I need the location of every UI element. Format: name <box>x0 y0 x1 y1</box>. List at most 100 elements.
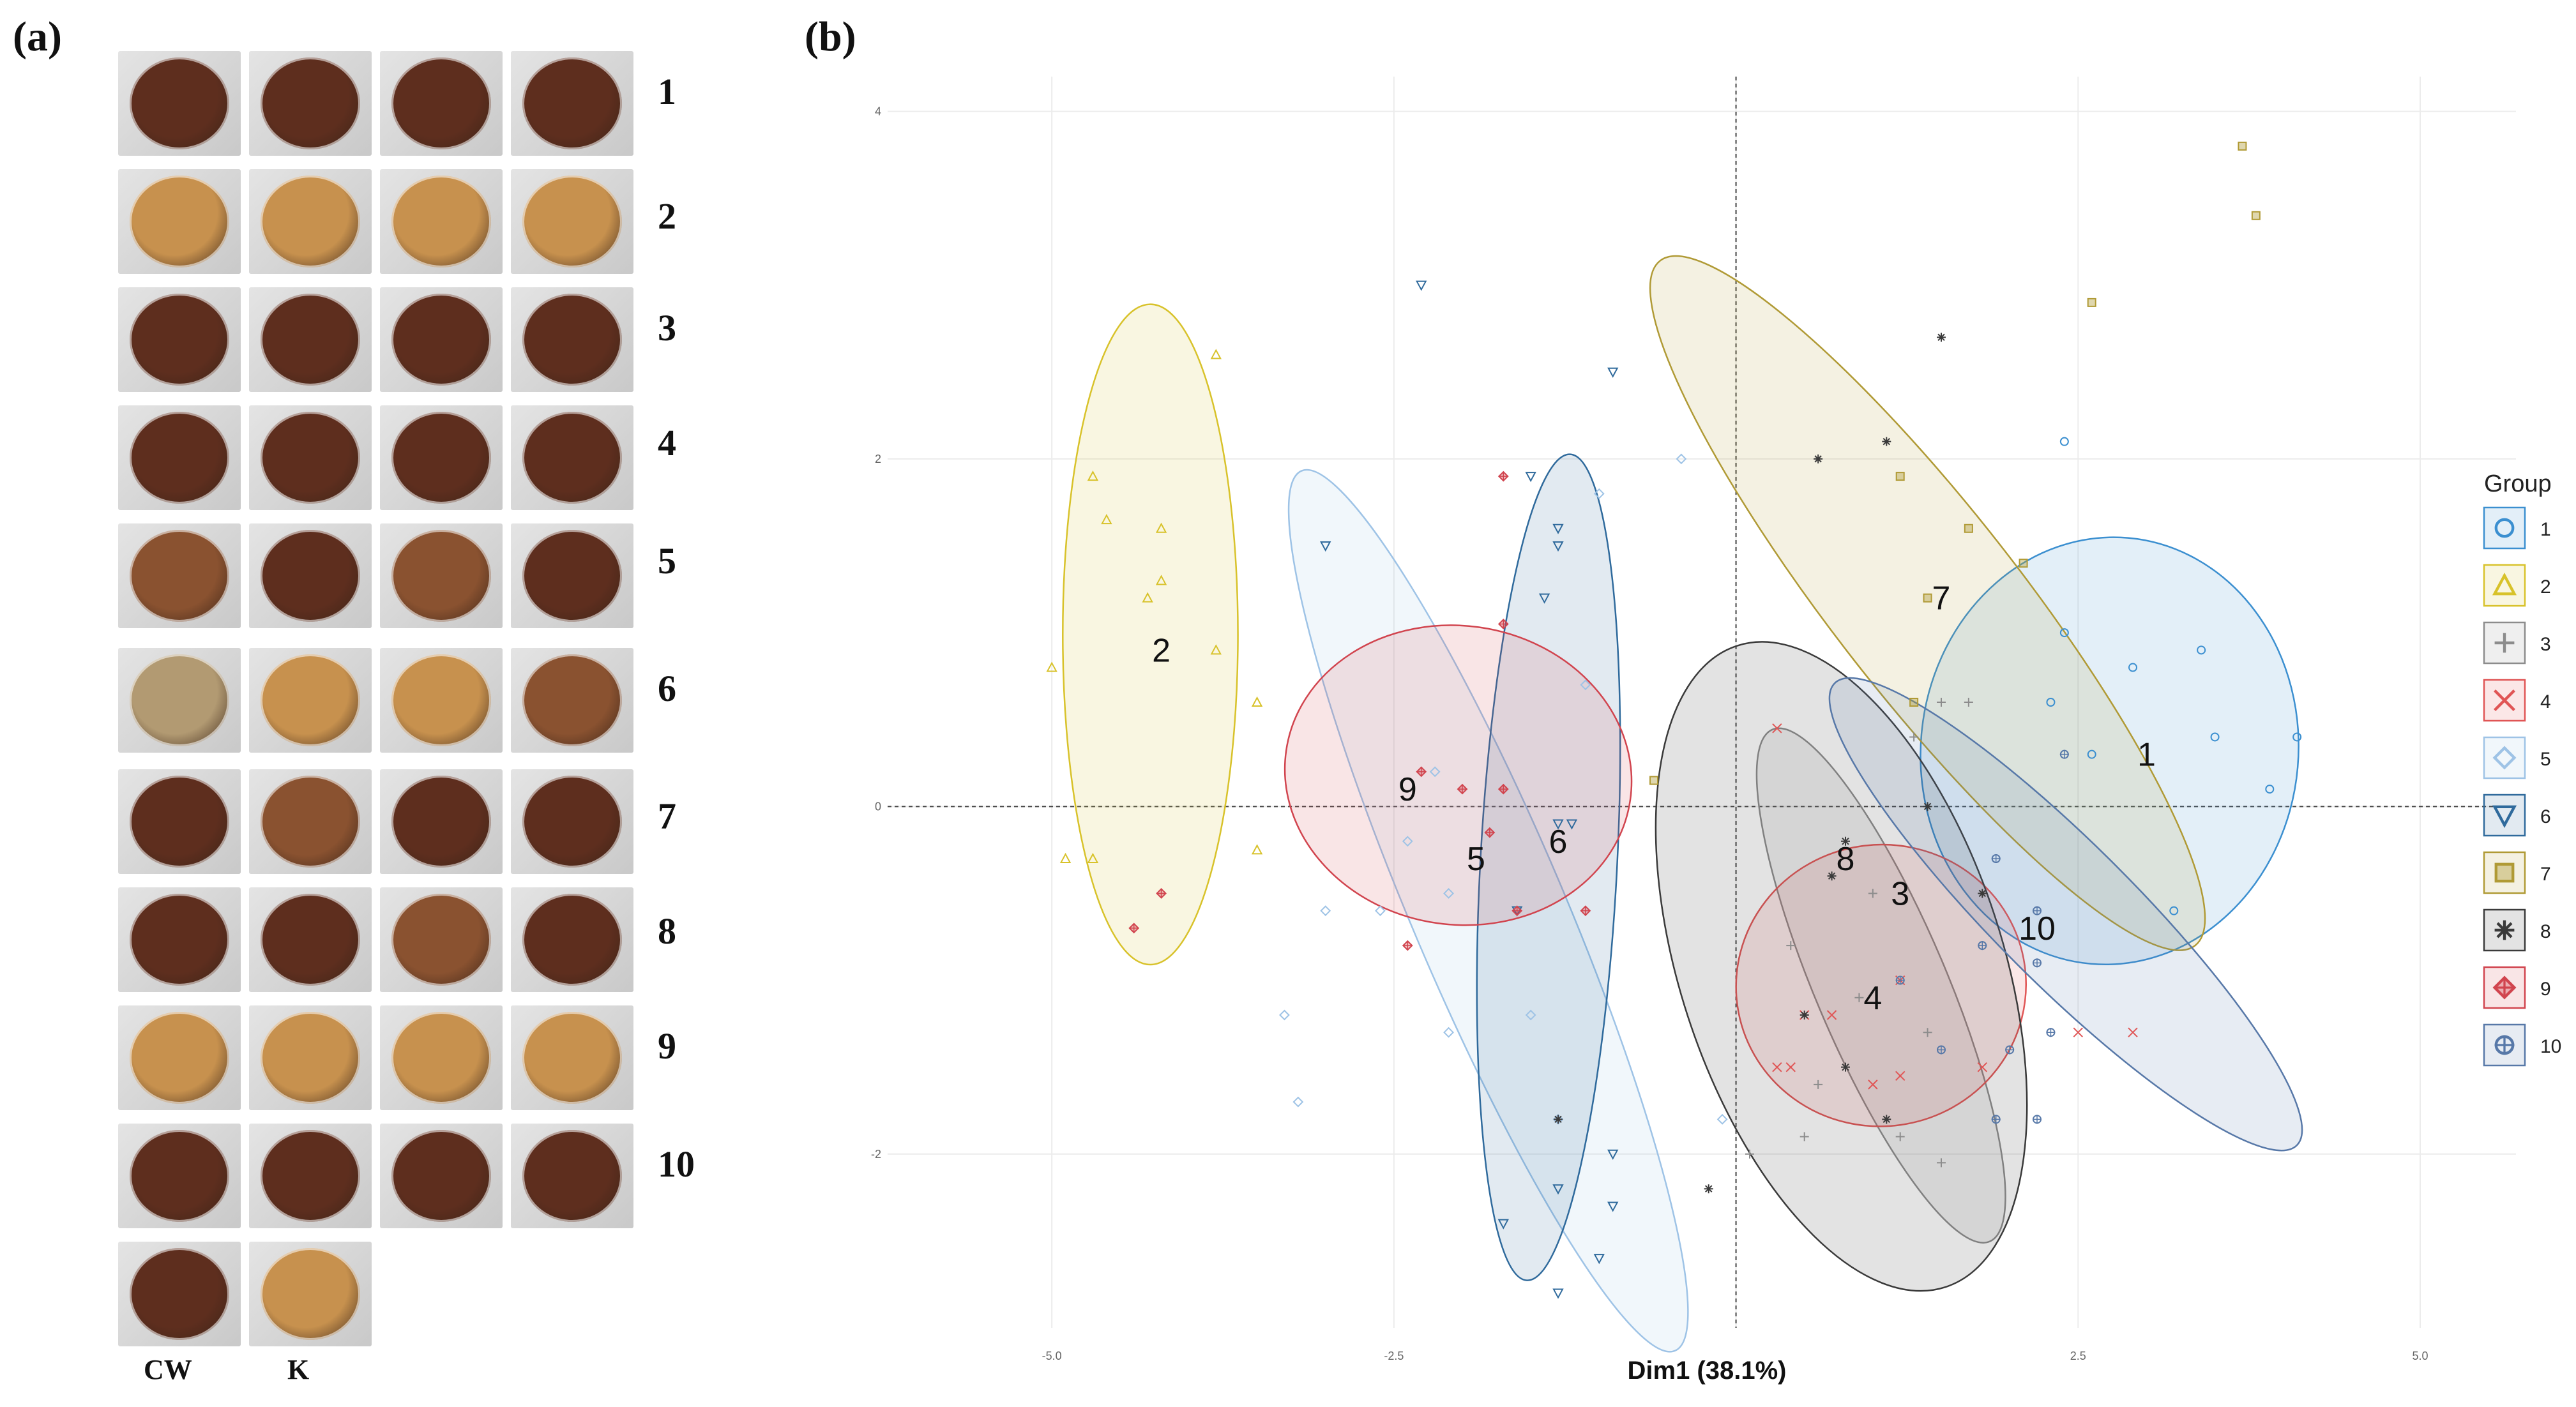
centroid-labels: 1 2 3 4 5 6 7 8 9 10 <box>1152 580 2156 1017</box>
seed-dish <box>130 894 229 986</box>
legend-key <box>2483 506 2526 550</box>
legend-label: 10 <box>2540 1036 2561 1057</box>
data-point <box>1497 619 1509 629</box>
data-point <box>1841 836 1850 846</box>
data-point <box>1279 1009 1290 1021</box>
seed-image-tile <box>118 769 241 874</box>
data-point <box>1087 470 1099 481</box>
seed-image-tile <box>511 523 633 628</box>
data-point <box>1772 1062 1782 1072</box>
data-point <box>2210 732 2220 742</box>
seed-image-tile <box>249 1124 372 1228</box>
data-point <box>2251 211 2261 220</box>
data-point <box>1977 1062 1987 1072</box>
seed-dish <box>522 294 622 386</box>
seed-dish <box>522 176 622 267</box>
legend-marker <box>2494 518 2515 538</box>
seed-image-tile <box>118 1124 241 1228</box>
data-point <box>1156 888 1167 899</box>
seed-dish <box>261 1130 360 1222</box>
group-ellipse-9 <box>1284 624 1633 926</box>
group-ellipses <box>1062 255 2303 1353</box>
column-label: CW <box>144 1354 192 1385</box>
data-point <box>1785 1062 1796 1072</box>
centroid-label-7: 7 <box>1932 580 1951 617</box>
seed-dish <box>522 530 622 622</box>
legend-key <box>2483 736 2526 779</box>
data-point <box>1814 1080 1823 1089</box>
legend-label: 1 <box>2540 519 2551 540</box>
legend-item-2: 2 <box>2483 564 2551 607</box>
data-point <box>1772 723 1782 734</box>
legend-label: 4 <box>2540 691 2551 712</box>
data-point <box>2238 141 2247 151</box>
group-ellipse-3 <box>1755 727 2006 1244</box>
data-point <box>1964 523 1973 533</box>
seed-dish <box>391 176 491 267</box>
seed-image-tile <box>249 769 372 874</box>
seed-dish <box>261 654 360 746</box>
seed-dish <box>522 412 622 504</box>
seed-image-tile <box>249 1005 372 1110</box>
seed-dish <box>130 1012 229 1104</box>
data-point <box>1046 661 1057 672</box>
y-tick-label: 0 <box>875 800 881 813</box>
legend-item-5: 5 <box>2483 736 2551 779</box>
data-point <box>1964 698 1973 707</box>
seed-dish <box>522 894 622 986</box>
data-point <box>1882 1115 1891 1124</box>
x-tick-label: -2.5 <box>1384 1350 1404 1362</box>
row-label: 3 <box>658 307 676 349</box>
seed-image-tile <box>118 523 241 628</box>
seed-dish <box>130 176 229 267</box>
data-point <box>1895 472 1905 481</box>
seed-image-tile <box>511 287 633 392</box>
data-point <box>2087 749 2096 759</box>
seed-dish <box>391 894 491 986</box>
seed-dish <box>391 1012 491 1104</box>
seed-image-tile <box>511 887 633 992</box>
data-point <box>1593 1254 1605 1265</box>
legend-item-10: 10 <box>2483 1023 2561 1067</box>
data-point <box>1814 454 1823 463</box>
centroid-label-5: 5 <box>1467 841 1485 878</box>
centroid-label-3: 3 <box>1891 875 1909 912</box>
data-point <box>2087 297 2096 307</box>
row-label: 6 <box>658 668 676 709</box>
seed-image-tile <box>511 1124 633 1228</box>
data-point <box>1552 541 1564 552</box>
data-point <box>1937 1158 1946 1168</box>
data-point <box>1402 940 1413 951</box>
data-point <box>2059 437 2069 446</box>
row-label: 7 <box>658 795 676 837</box>
data-point <box>1607 367 1619 378</box>
data-point <box>2197 645 2206 655</box>
seed-dish <box>130 294 229 386</box>
data-point <box>1416 766 1427 778</box>
data-point <box>1991 854 2001 863</box>
seed-dish <box>261 57 360 149</box>
data-point <box>1580 679 1591 691</box>
data-point <box>1909 698 1919 707</box>
x-tick-label: 2.5 <box>2070 1350 2086 1362</box>
panel-b-label: (b) <box>805 13 856 60</box>
data-point <box>1320 905 1331 917</box>
legend-item-7: 7 <box>2483 851 2551 894</box>
data-point <box>1552 819 1564 830</box>
data-point <box>1497 1219 1509 1230</box>
legend-item-9: 9 <box>2483 966 2551 1009</box>
data-point <box>1923 593 1932 603</box>
legend-key <box>2483 564 2526 607</box>
data-point <box>2033 906 2042 915</box>
seed-image-tile <box>118 887 241 992</box>
data-point <box>2033 958 2042 968</box>
row-label: 1 <box>658 71 676 112</box>
seed-image-tile <box>118 1005 241 1110</box>
seed-image-tile <box>380 1124 503 1228</box>
legend-label: 8 <box>2540 921 2551 942</box>
legend-marker <box>2492 975 2517 1000</box>
seed-dish <box>130 1130 229 1222</box>
seed-dish <box>261 176 360 267</box>
data-point <box>1882 437 1891 446</box>
centroid-label-10: 10 <box>2019 910 2056 947</box>
